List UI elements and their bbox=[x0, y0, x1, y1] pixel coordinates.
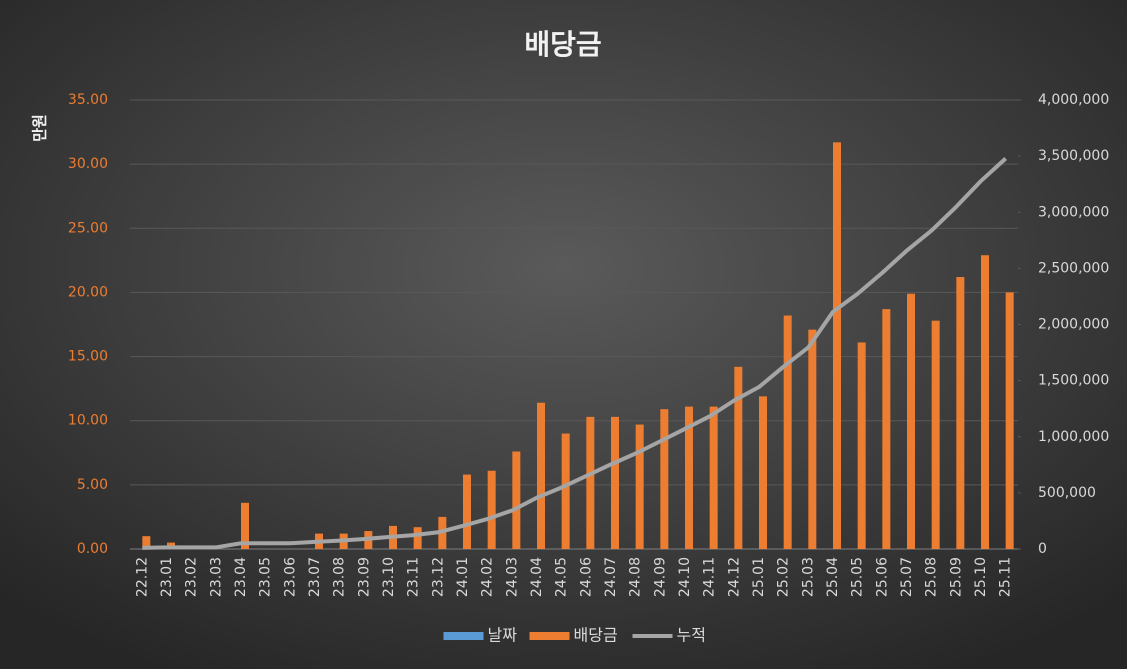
y2-tick-label: 1,500,000 bbox=[1038, 373, 1109, 389]
bar bbox=[635, 424, 644, 549]
x-tick-label: 24.02 bbox=[480, 557, 496, 597]
y-tick-label: 15.00 bbox=[68, 349, 108, 365]
x-tick-label: 23.05 bbox=[258, 557, 274, 597]
x-tick-label: 24.04 bbox=[529, 557, 545, 597]
x-tick-label: 24.11 bbox=[702, 557, 718, 597]
bar bbox=[882, 309, 891, 549]
bar bbox=[808, 329, 817, 549]
x-tick-label: 23.08 bbox=[332, 557, 348, 597]
x-tick-label: 23.09 bbox=[356, 557, 372, 597]
x-tick-label: 25.01 bbox=[751, 557, 767, 597]
bar bbox=[734, 366, 743, 549]
bar bbox=[142, 536, 151, 549]
legend-swatch bbox=[443, 632, 484, 640]
bar bbox=[537, 402, 545, 549]
y2-tick-label: 2,500,000 bbox=[1038, 260, 1109, 276]
y2-tick-label: 3,000,000 bbox=[1038, 204, 1109, 220]
x-tick-label: 25.06 bbox=[874, 557, 890, 597]
y-tick-label: 30.00 bbox=[68, 156, 108, 172]
bar bbox=[981, 255, 989, 549]
bar bbox=[611, 416, 619, 549]
x-tick-label: 25.07 bbox=[899, 557, 915, 597]
bar bbox=[413, 527, 422, 549]
x-tick-label: 24.06 bbox=[578, 557, 594, 597]
x-tick-label: 25.09 bbox=[948, 557, 964, 597]
x-tick-label: 25.05 bbox=[850, 557, 866, 597]
x-tick-label: 22.12 bbox=[134, 557, 150, 597]
x-tick-label: 24.01 bbox=[455, 557, 471, 597]
bar bbox=[709, 406, 718, 549]
bar bbox=[586, 416, 595, 549]
y-axis-title: 만원 bbox=[31, 114, 49, 142]
y-tick-label: 35.00 bbox=[68, 92, 108, 108]
x-tick-label: 23.02 bbox=[184, 557, 200, 597]
y2-tick-label: 1,000,000 bbox=[1038, 429, 1109, 445]
x-tick-label: 24.09 bbox=[652, 557, 668, 597]
bar bbox=[759, 396, 767, 549]
bar bbox=[783, 315, 792, 549]
x-tick-label: 25.04 bbox=[825, 557, 841, 597]
x-tick-label: 24.07 bbox=[603, 557, 619, 597]
y-tick-label: 20.00 bbox=[68, 284, 108, 300]
y2-tick-label: 4,000,000 bbox=[1038, 92, 1109, 108]
bar bbox=[487, 470, 496, 549]
y2-tick-label: 3,500,000 bbox=[1038, 148, 1109, 164]
x-tick-label: 23.06 bbox=[282, 557, 298, 597]
x-tick-label: 24.10 bbox=[677, 557, 693, 597]
bar bbox=[241, 502, 249, 549]
bar bbox=[857, 342, 866, 549]
x-tick-label: 24.08 bbox=[628, 557, 644, 597]
x-tick-label: 25.11 bbox=[998, 557, 1014, 597]
x-tick-label: 23.12 bbox=[430, 557, 446, 597]
x-tick-label: 24.12 bbox=[726, 557, 742, 597]
bar bbox=[512, 451, 521, 549]
legend-label: 날짜 bbox=[488, 626, 518, 645]
bar bbox=[1005, 292, 1014, 549]
y2-tick-label: 0 bbox=[1038, 541, 1047, 557]
bar bbox=[956, 277, 965, 549]
bar bbox=[907, 293, 915, 549]
x-tick-label: 23.01 bbox=[159, 557, 175, 597]
y-tick-label: 25.00 bbox=[68, 220, 108, 236]
x-tick-label: 25.02 bbox=[776, 557, 792, 597]
y-tick-label: 5.00 bbox=[77, 477, 108, 493]
bar bbox=[931, 320, 940, 549]
legend-swatch bbox=[529, 632, 570, 640]
x-tick-label: 23.11 bbox=[406, 557, 422, 597]
legend-label: 누적 bbox=[677, 626, 706, 645]
x-tick-label: 23.04 bbox=[233, 557, 249, 597]
bar bbox=[561, 433, 570, 549]
x-tick-label: 23.07 bbox=[307, 557, 323, 597]
x-tick-label: 25.03 bbox=[800, 557, 816, 597]
x-tick-label: 23.10 bbox=[381, 557, 397, 597]
x-tick-label: 24.05 bbox=[554, 557, 570, 597]
bar bbox=[685, 406, 693, 549]
chart-title: 배당금 bbox=[524, 28, 601, 61]
legend-label: 배당금 bbox=[574, 626, 618, 645]
x-tick-label: 24.03 bbox=[504, 557, 520, 597]
x-tick-label: 25.08 bbox=[924, 557, 940, 597]
y-tick-label: 0.00 bbox=[77, 541, 108, 557]
y-tick-label: 10.00 bbox=[68, 413, 108, 429]
bar bbox=[833, 142, 841, 549]
x-tick-label: 25.10 bbox=[973, 557, 989, 597]
line bbox=[142, 157, 1008, 550]
bar bbox=[660, 409, 669, 549]
bar bbox=[463, 474, 471, 549]
y2-tick-label: 2,000,000 bbox=[1038, 317, 1109, 333]
x-tick-label: 23.03 bbox=[208, 557, 224, 597]
y2-tick-label: 500,000 bbox=[1038, 485, 1096, 501]
